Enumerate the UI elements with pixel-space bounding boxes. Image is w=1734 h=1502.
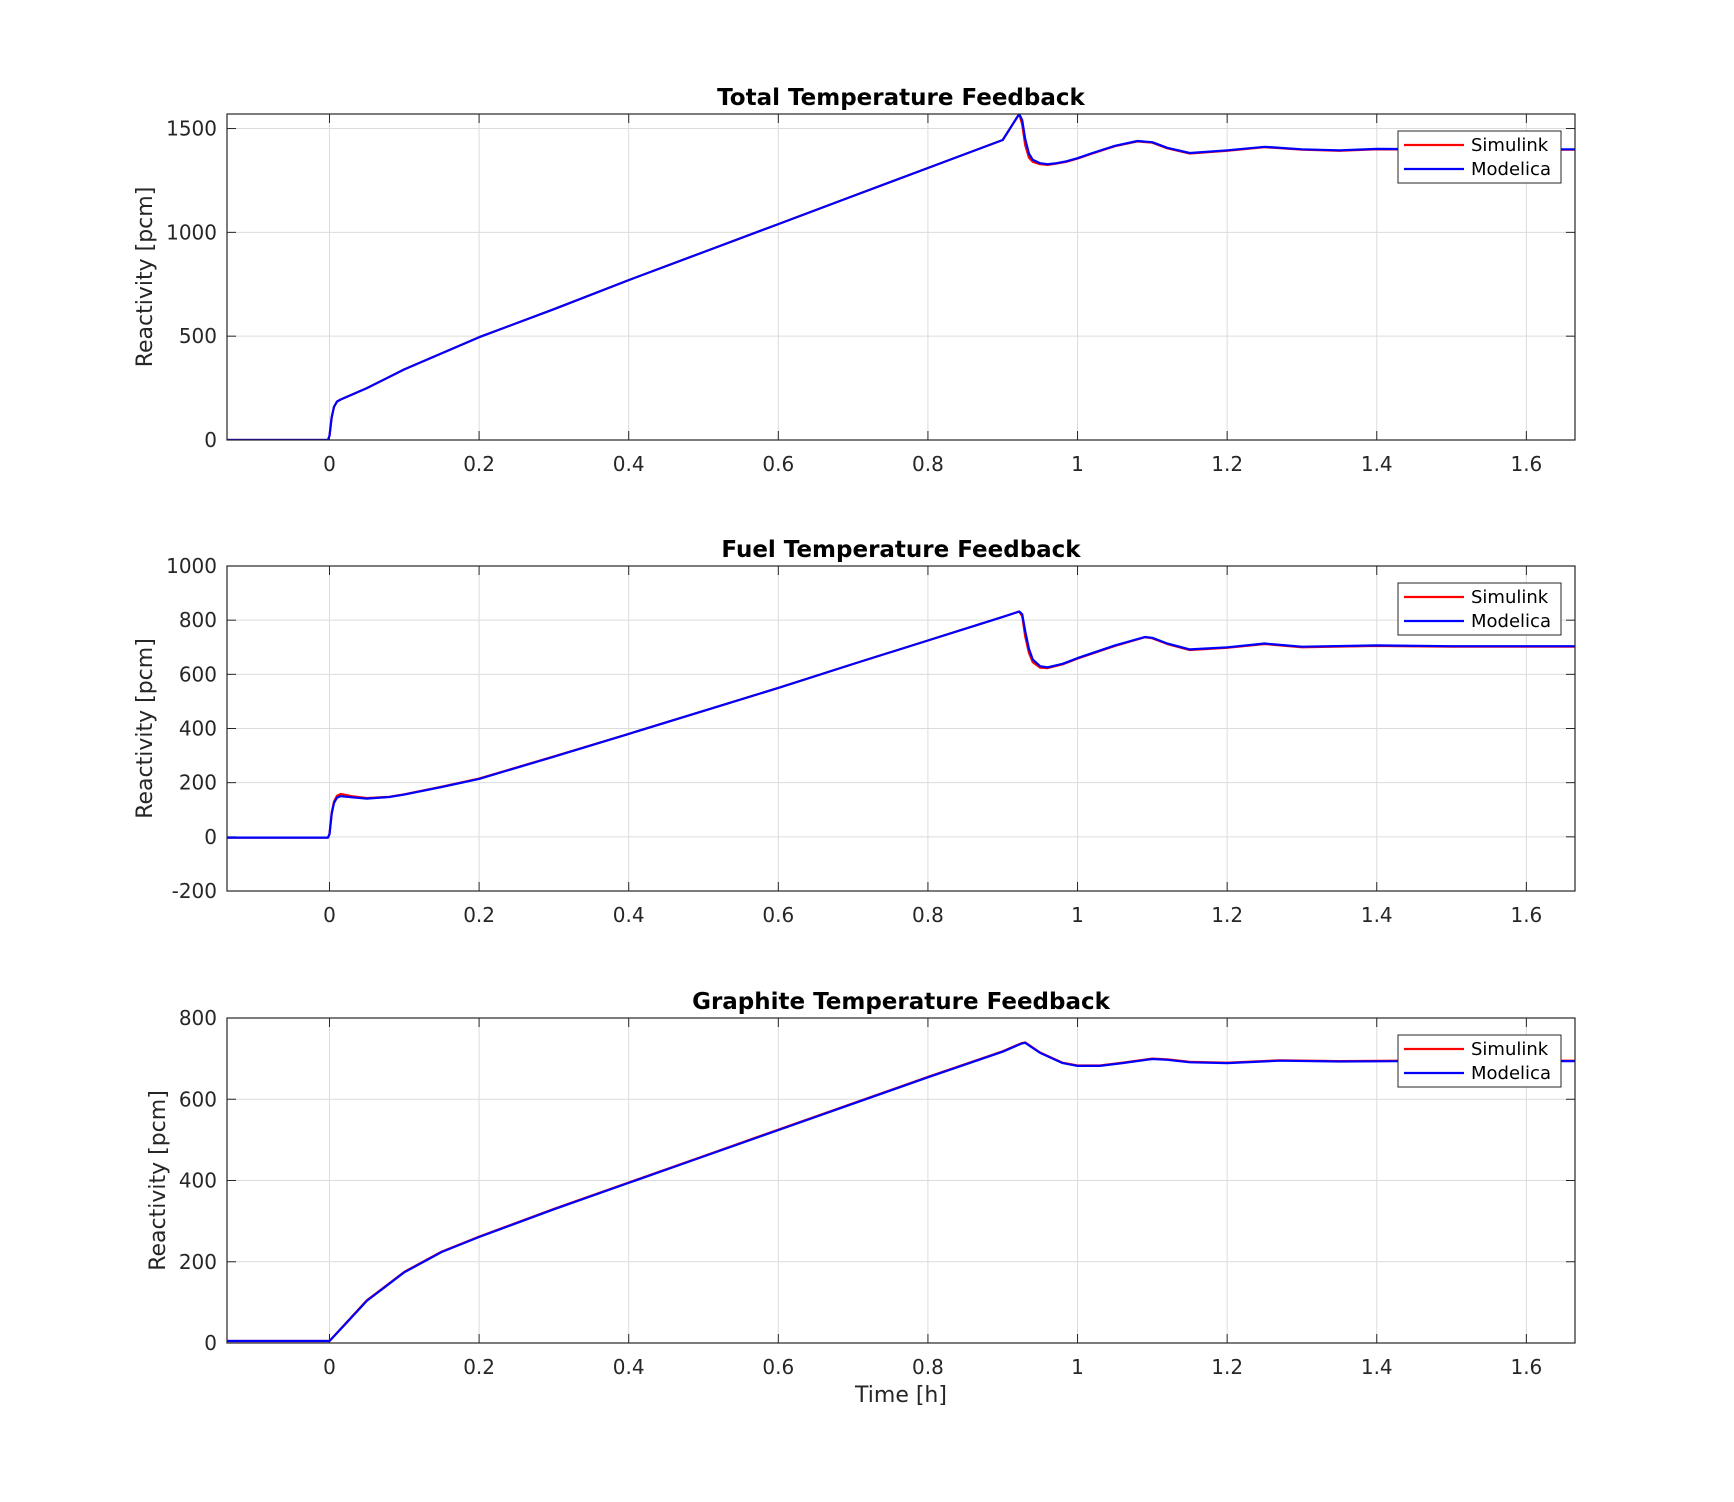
panel-2-x-tick-label: 0.6 xyxy=(762,903,794,927)
panel-3-x-tick-label: 0.8 xyxy=(912,1355,944,1379)
panel-2-y-tick-label: -200 xyxy=(172,879,217,903)
panel-2-x-tick-label: 0.8 xyxy=(912,903,944,927)
panel-3-y-axis-label: Reactivity [pcm] xyxy=(146,1090,171,1271)
panel-2-x-tick-label: 1.2 xyxy=(1211,903,1243,927)
panel-2-legend: Simulink Modelica xyxy=(1397,582,1562,636)
panel-3-x-tick-label: 0.4 xyxy=(613,1355,645,1379)
panel-1-series-modelica xyxy=(227,114,1575,440)
panel-1-x-tick-label: 1 xyxy=(1071,452,1084,476)
panel-2-series-modelica xyxy=(227,610,1575,839)
panel-1-x-tick-label: 1.6 xyxy=(1510,452,1542,476)
panel-3-legend-label-simulink: Simulink xyxy=(1471,1039,1549,1060)
panel-3-series-modelica xyxy=(227,1041,1575,1343)
panel-2-y-tick-label: 600 xyxy=(179,662,217,686)
panel-3-legend-box xyxy=(1397,1034,1562,1088)
panel-2-series-group xyxy=(227,610,1575,839)
chart-graphite-temperature-feedback: 0 0.2 0.4 0.6 0.8 1 1.2 1.4 1.6 0 200 400 600 800 Grap… xyxy=(146,989,1576,1408)
panel-1-legend-box xyxy=(1397,130,1562,184)
panel-1-y-tick-label: 1500 xyxy=(166,117,217,141)
panel-2-y-tick-label: 400 xyxy=(179,717,217,741)
panel-2-x-tick-label: 1.4 xyxy=(1361,903,1393,927)
panel-2-y-tick-label: 800 xyxy=(179,608,217,632)
panel-2-x-tick-label: 1.6 xyxy=(1510,903,1542,927)
panel-2-legend-box xyxy=(1397,582,1562,636)
panel-2-legend-label-modelica: Modelica xyxy=(1471,611,1551,632)
panel-3-x-axis-label: Time [h] xyxy=(854,1383,947,1408)
panel-1-y-tick-label: 500 xyxy=(179,324,217,348)
panel-3-x-tick-label: 0.2 xyxy=(463,1355,495,1379)
panel-3-axes-frame xyxy=(226,1017,1576,1344)
panel-2-x-tick-label: 0.4 xyxy=(613,903,645,927)
panel-1-legend: Simulink Modelica xyxy=(1397,130,1562,184)
panel-2-x-tick-label: 0.2 xyxy=(463,903,495,927)
panel-3-x-tick-label: 0.6 xyxy=(762,1355,794,1379)
panel-3-x-tick-label: 1.6 xyxy=(1510,1355,1542,1379)
panel-1-x-tick-label: 0.6 xyxy=(762,452,794,476)
panel-3-x-tick-label: 1.4 xyxy=(1361,1355,1393,1379)
panel-3-y-tick-label: 400 xyxy=(179,1169,217,1193)
panel-3-series-group xyxy=(227,1041,1575,1343)
panel-3-legend-label-modelica: Modelica xyxy=(1471,1063,1551,1084)
panel-2-x-tick-label: 1 xyxy=(1071,903,1084,927)
panel-3-y-tick-label: 600 xyxy=(179,1087,217,1111)
panel-1-y-tick-label: 0 xyxy=(204,428,217,452)
panel-1-x-tick-label: 0.2 xyxy=(463,452,495,476)
panel-2-y-tick-label: 1000 xyxy=(166,554,217,578)
panel-1-plot-area xyxy=(227,114,1575,440)
panel-1-y-tick-label: 1000 xyxy=(166,220,217,244)
panel-2-x-tick-label: 0 xyxy=(323,903,336,927)
panel-2-title: Fuel Temperature Feedback xyxy=(721,537,1081,563)
panel-1-legend-label-modelica: Modelica xyxy=(1471,159,1551,180)
panel-3-y-tick-label: 0 xyxy=(204,1331,217,1355)
panel-2-y-tick-label: 0 xyxy=(204,825,217,849)
panel-1-x-tick-label: 0.4 xyxy=(613,452,645,476)
panel-1-axes-frame xyxy=(226,113,1576,441)
panel-3-x-tick-label: 0 xyxy=(323,1355,336,1379)
panel-1-series-group xyxy=(227,114,1575,440)
panel-1-legend-label-simulink: Simulink xyxy=(1471,135,1549,156)
panel-1-title: Total Temperature Feedback xyxy=(717,85,1085,111)
panel-3-y-tick-label: 200 xyxy=(179,1250,217,1274)
panel-3-legend: Simulink Modelica xyxy=(1397,1034,1562,1088)
panel-3-title: Graphite Temperature Feedback xyxy=(692,989,1111,1015)
panel-3-x-tick-label: 1 xyxy=(1071,1355,1084,1379)
panel-2-legend-label-simulink: Simulink xyxy=(1471,587,1549,608)
panel-2-y-axis-label: Reactivity [pcm] xyxy=(133,638,158,819)
panel-3-y-tick-label: 800 xyxy=(179,1006,217,1030)
panel-1-y-axis-label: Reactivity [pcm] xyxy=(133,187,158,368)
panel-1-x-tick-label: 0 xyxy=(323,452,336,476)
panel-1-x-tick-label: 0.8 xyxy=(912,452,944,476)
panel-2-axes-frame xyxy=(226,565,1576,892)
panel-1-x-tick-label: 1.2 xyxy=(1211,452,1243,476)
chart-total-temperature-feedback: 0 0.2 0.4 0.6 0.8 1 1.2 1.4 1.6 0 500 1000 1500 Total… xyxy=(133,85,1576,476)
panel-2-y-tick-label: 200 xyxy=(179,771,217,795)
panel-1-x-tick-label: 1.4 xyxy=(1361,452,1393,476)
chart-fuel-temperature-feedback: 0 0.2 0.4 0.6 0.8 1 1.2 1.4 1.6 -200 0 200 400 600 800… xyxy=(133,537,1576,927)
panel-3-x-tick-label: 1.2 xyxy=(1211,1355,1243,1379)
